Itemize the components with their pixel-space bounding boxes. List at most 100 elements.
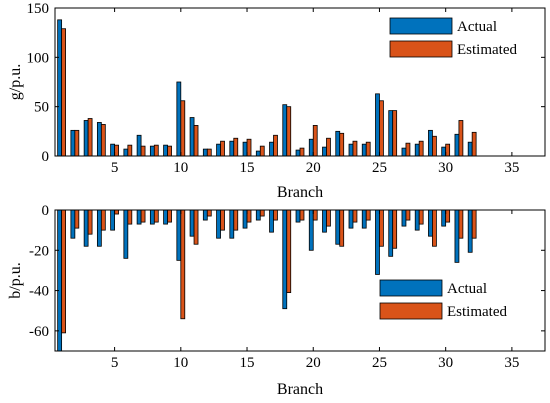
bar-actual-24 [361,143,367,157]
bar-estimated-3 [87,209,93,235]
bar-actual-17 [269,209,274,233]
bar-estimated-30 [445,143,451,157]
legend-swatch-actual [389,17,453,35]
bar-actual-19 [295,209,301,223]
bar-actual-1 [57,209,63,352]
bar-estimated-23 [352,209,358,223]
bar-actual-29 [428,129,433,157]
bar-estimated-5 [114,144,119,157]
bar-actual-13 [216,143,221,157]
bar-actual-5 [110,209,115,231]
bar-estimated-9 [167,209,172,223]
bar-estimated-14 [233,137,239,157]
bar-actual-11 [189,117,195,157]
bar-actual-8 [149,145,155,157]
bar-estimated-1 [61,209,66,334]
bar-estimated-27 [405,142,411,157]
bar-estimated-1 [61,28,66,157]
bar-actual-30 [441,209,447,227]
bar-estimated-20 [312,209,318,221]
bar-actual-28 [414,209,420,231]
bar-estimated-19 [299,147,305,157]
bar-actual-12 [202,209,208,221]
x-tick-label: 10 [173,160,188,176]
bar-actual-17 [269,141,274,157]
bar-actual-28 [414,143,420,157]
bar-actual-21 [322,146,327,157]
conductance-chart: 5 10 15 20 25 30 35 0 50 100 150 Branch g/p.u. Actual… [7,1,546,201]
x-tick-label: 20 [306,160,321,176]
bar-estimated-8 [153,144,159,157]
bar-estimated-9 [167,145,172,157]
bar-estimated-18 [286,209,292,293]
x-tick-label: 25 [372,355,387,371]
bar-estimated-12 [206,148,212,157]
bar-actual-25 [375,209,380,275]
bar-actual-30 [441,146,447,157]
bar-estimated-11 [193,125,199,157]
bar-actual-31 [454,133,460,157]
bar-actual-22 [335,209,341,245]
bar-actual-9 [163,209,168,225]
bar-estimated-17 [273,134,278,157]
bar-actual-23 [348,209,354,229]
bar-estimated-4 [100,209,106,231]
x-tick-label: 35 [504,355,519,371]
bar-estimated-3 [87,118,93,157]
bar-actual-22 [335,130,341,157]
bar-estimated-2 [74,209,80,229]
bar-actual-10 [176,81,182,157]
bar-actual-16 [255,209,261,221]
y-tick-label: 100 [27,50,50,66]
bar-actual-15 [242,209,248,229]
bar-actual-1 [57,19,63,157]
x-tick-label: 15 [240,355,255,371]
bar-estimated-28 [418,140,424,157]
bar-estimated-7 [140,209,146,223]
bar-estimated-12 [206,209,212,217]
bar-actual-12 [202,148,208,157]
bar-actual-24 [361,209,367,229]
y-axis-label: b/p.u. [7,262,24,298]
bar-estimated-5 [114,209,119,215]
y-tick-label: -20 [29,243,49,259]
axes-box [54,7,546,157]
bar-estimated-14 [233,209,239,231]
bar-estimated-17 [273,209,278,221]
bar-estimated-4 [100,124,106,157]
bar-actual-4 [96,209,102,247]
y-axis-label: g/p.u. [7,64,24,100]
bar-estimated-30 [445,209,451,223]
legend-swatch-estimated [389,40,453,58]
bar-estimated-23 [352,140,358,157]
legend-swatch-actual [379,279,443,297]
bar-estimated-32 [471,209,477,239]
bar-estimated-29 [432,209,437,247]
x-tick-label: 5 [111,355,119,371]
bar-actual-20 [308,209,314,251]
bar-actual-3 [83,209,89,247]
legend-swatch-estimated [379,302,443,320]
x-tick-label: 30 [438,355,453,371]
bar-actual-16 [255,150,261,157]
bar-actual-6 [123,209,129,259]
x-axis-label: Branch [277,184,323,201]
bar-actual-32 [467,141,473,157]
y-tick-label: -40 [29,284,49,300]
bar-estimated-10 [180,100,186,157]
y-tick-label: 50 [34,100,49,116]
bar-estimated-15 [246,138,252,157]
bar-actual-8 [149,209,155,225]
bar-estimated-24 [365,209,371,221]
bar-actual-26 [388,209,394,257]
bar-actual-14 [229,209,235,239]
bar-estimated-10 [180,209,186,320]
y-tick-label: -60 [29,324,49,340]
bar-estimated-22 [339,209,345,247]
bar-estimated-16 [259,209,265,217]
bar-estimated-8 [153,209,159,223]
bar-estimated-25 [379,100,384,157]
bar-estimated-19 [299,209,305,221]
bar-actual-10 [176,209,182,261]
x-tick-label: 15 [240,160,255,176]
